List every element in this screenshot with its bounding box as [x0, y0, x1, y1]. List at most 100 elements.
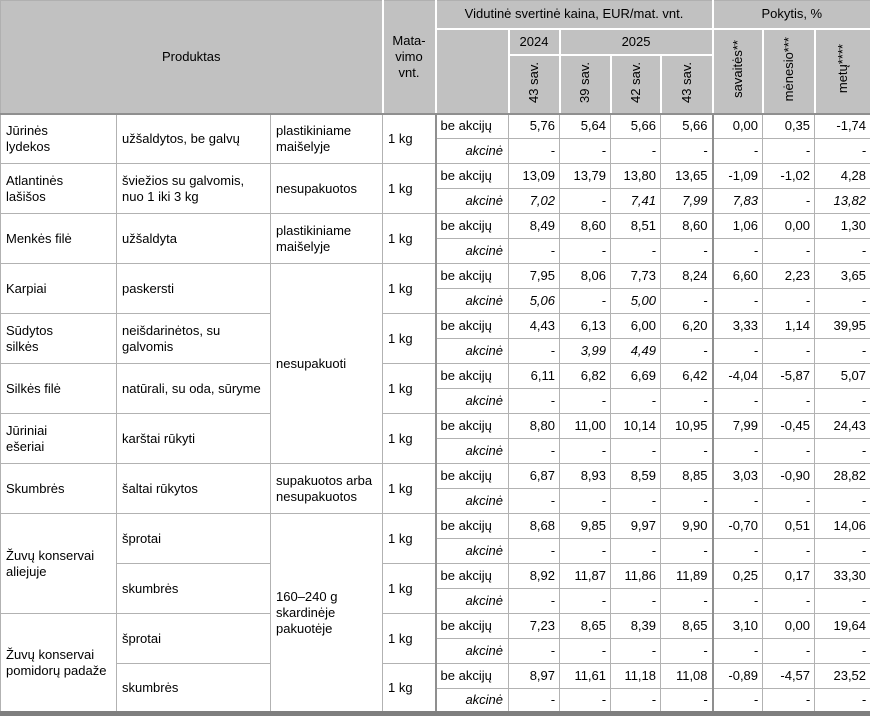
week-39-label: 39 sav. — [577, 61, 593, 103]
price-type-label: akcinė — [434, 488, 510, 514]
price-cell: 6,20 — [660, 313, 714, 339]
table-row: Skumbrės šaltai rūkytos supakuotos arba … — [0, 463, 870, 514]
price-cell: - — [559, 438, 612, 464]
change-week-label: savaitės** — [729, 40, 745, 98]
change-cell: - — [814, 388, 870, 414]
table-row: akcinė - - - - - - - — [1, 638, 870, 664]
price-cell: - — [508, 538, 561, 564]
change-cell: 19,64 — [814, 613, 870, 639]
description-cell: neišdarinėtos, su galvomis — [116, 313, 271, 364]
table-row: akcinė - - - - - - - — [1, 688, 870, 714]
table-row: skumbrės 1 kg be akcijų 8,92 11,87 11,86… — [1, 563, 870, 614]
price-type-label: be akcijų — [434, 263, 510, 289]
change-cell: - — [814, 538, 870, 564]
price-type-label: akcinė — [434, 638, 510, 664]
price-cell: - — [660, 588, 714, 614]
change-cell: - — [814, 488, 870, 514]
change-cell: 0,17 — [762, 563, 816, 589]
table-row: Produktas Mata- vimo vnt. Vidutinė svert… — [0, 0, 870, 115]
price-cell: 7,41 — [610, 188, 662, 214]
produktas-header: Produktas — [0, 0, 384, 115]
price-cell: 7,95 — [508, 263, 561, 289]
description-cell: užšaldytos, be galvų — [116, 113, 271, 164]
price-cell: 8,97 — [508, 663, 561, 689]
change-cell: 6,60 — [711, 263, 764, 289]
description-cell: užšaldyta — [116, 213, 271, 264]
year-2025-header: 2025 — [558, 27, 714, 56]
price-cell: 6,69 — [610, 363, 662, 389]
change-week-header: savaitės** — [711, 27, 764, 115]
change-cell: 1,14 — [762, 313, 816, 339]
change-cell: -0,70 — [711, 513, 764, 539]
change-cell: -1,09 — [711, 163, 764, 189]
change-cell: - — [814, 638, 870, 664]
change-cell: - — [762, 438, 816, 464]
price-cell: - — [660, 438, 714, 464]
change-cell: 2,23 — [762, 263, 816, 289]
price-cell: - — [559, 238, 612, 264]
price-cell: 6,82 — [559, 363, 612, 389]
change-cell: 14,06 — [814, 513, 870, 539]
table-row: Menkės filė užšaldyta plastikiniame maiš… — [0, 213, 870, 264]
change-cell: - — [711, 138, 764, 164]
price-cell: - — [660, 688, 714, 714]
price-cell: - — [508, 588, 561, 614]
price-cell: - — [610, 438, 662, 464]
price-cell: - — [610, 688, 662, 714]
price-cell: - — [559, 638, 612, 664]
price-type-label: akcinė — [434, 288, 510, 314]
price-cell: 5,00 — [610, 288, 662, 314]
week-43-2024-label: 43 sav. — [526, 61, 542, 103]
price-cell: 6,13 — [559, 313, 612, 339]
change-cell: -1,02 — [762, 163, 816, 189]
packaging-cell: nesupakuoti — [269, 263, 384, 464]
week-39-header: 39 sav. — [558, 53, 612, 115]
description-cell: skumbrės — [116, 563, 271, 614]
change-cell: 0,00 — [762, 213, 816, 239]
unit-cell: 1 kg — [382, 363, 437, 414]
price-cell: 8,59 — [610, 463, 662, 489]
year-2024-header: 2024 — [507, 27, 561, 56]
change-cell: 3,10 — [711, 613, 764, 639]
price-cell: 8,68 — [508, 513, 561, 539]
price-cell: 9,85 — [559, 513, 612, 539]
price-cell: 8,51 — [610, 213, 662, 239]
change-cell: - — [814, 338, 870, 364]
price-cell: 8,93 — [559, 463, 612, 489]
product-cell: Karpiai — [0, 263, 117, 314]
table-row: Žuvų konservai pomidorų padaže šprotai 1… — [0, 613, 870, 714]
unit-cell: 1 kg — [382, 163, 437, 214]
price-cell: 4,49 — [610, 338, 662, 364]
change-cell: -4,04 — [711, 363, 764, 389]
price-cell: 8,80 — [508, 413, 561, 439]
price-cell: - — [610, 638, 662, 664]
price-cell: 13,65 — [660, 163, 714, 189]
price-cell: - — [508, 438, 561, 464]
price-type-label: be akcijų — [434, 613, 510, 639]
price-cell: - — [508, 488, 561, 514]
week-43-2024-header: 43 sav. — [507, 53, 561, 115]
price-cell: - — [610, 388, 662, 414]
description-cell: natūrali, su oda, sūryme — [116, 363, 271, 414]
change-month-label: mėnesio*** — [780, 36, 796, 102]
change-cell: -0,90 — [762, 463, 816, 489]
week-42-header: 42 sav. — [609, 53, 662, 115]
price-cell: - — [508, 338, 561, 364]
price-type-label: be akcijų — [434, 463, 510, 489]
price-cell: 4,43 — [508, 313, 561, 339]
price-cell: - — [660, 338, 714, 364]
change-cell: 7,99 — [711, 413, 764, 439]
price-cell: - — [660, 138, 714, 164]
price-cell: 8,06 — [559, 263, 612, 289]
table-row: Jūriniai ešeriai karštai rūkyti 1 kg be … — [0, 413, 870, 464]
price-cell: 13,79 — [559, 163, 612, 189]
price-type-label: be akcijų — [434, 513, 510, 539]
change-cell: 39,95 — [814, 313, 870, 339]
price-cell: - — [559, 538, 612, 564]
change-month-header: mėnesio*** — [761, 27, 816, 115]
change-cell: -0,45 — [762, 413, 816, 439]
price-group-header: Vidutinė svertinė kaina, EUR/mat. vnt. — [434, 0, 714, 30]
change-cell: - — [711, 388, 764, 414]
price-type-label: be akcijų — [434, 563, 510, 589]
